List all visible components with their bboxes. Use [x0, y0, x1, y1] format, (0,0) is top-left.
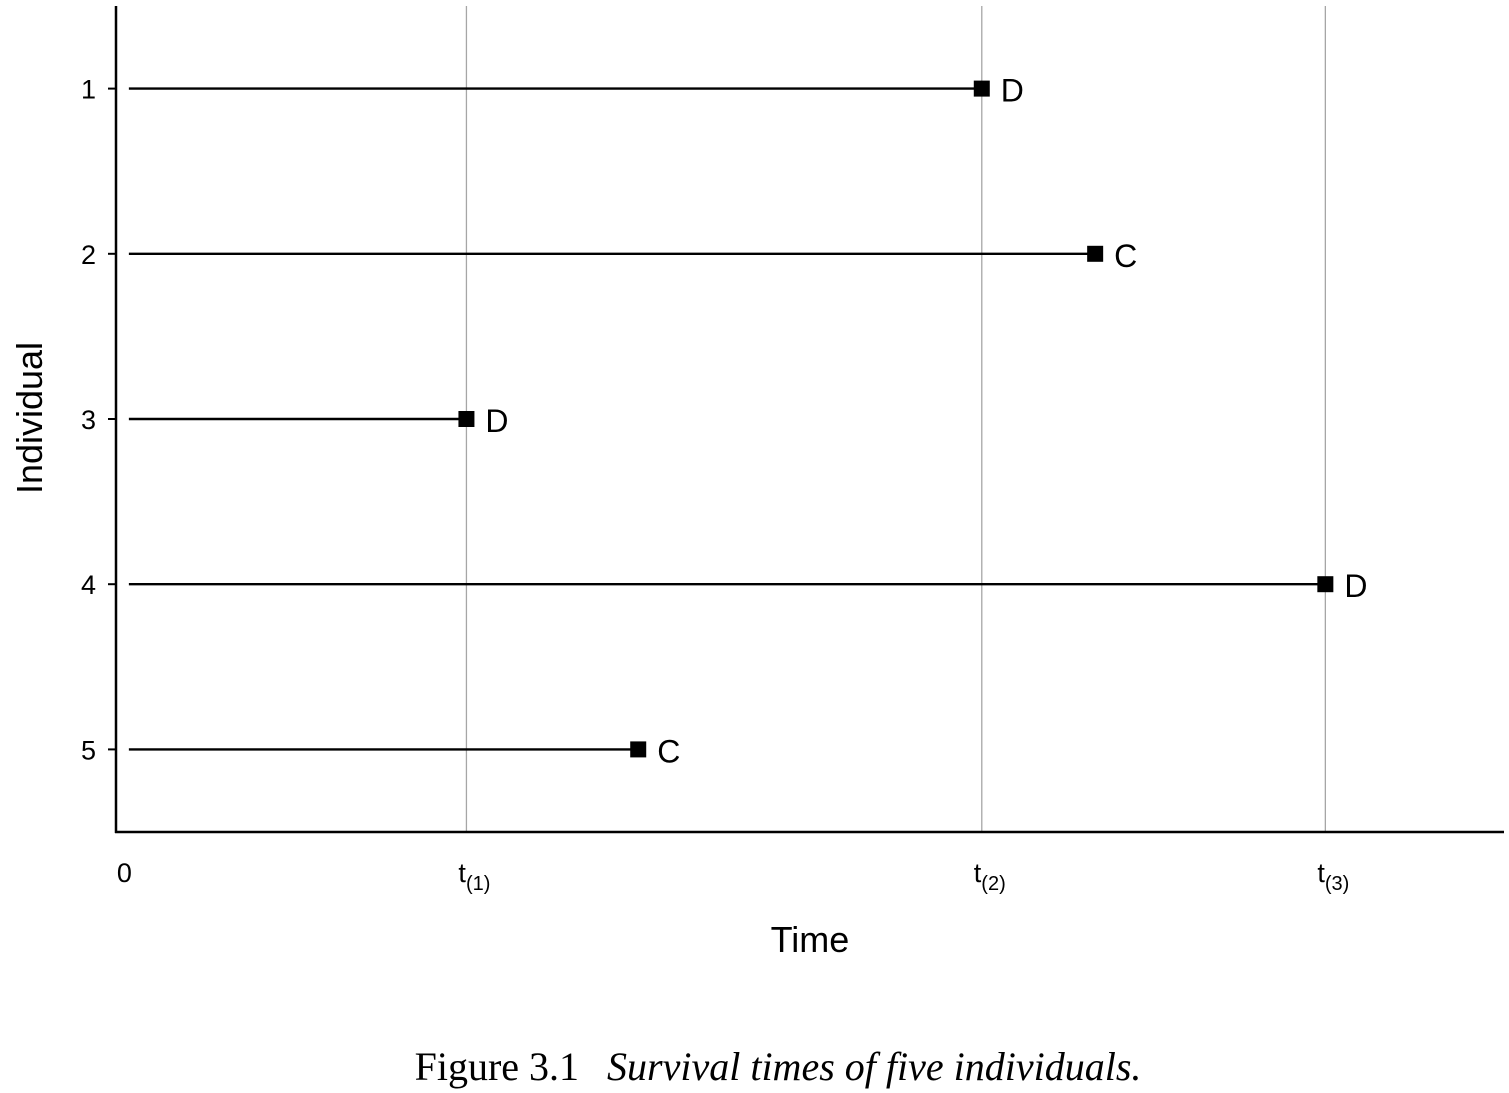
x-tick-label-3: t(3) [1317, 858, 1349, 895]
end-marker-1 [973, 80, 990, 97]
status-label-2: C [1114, 238, 1137, 274]
x-tick-label-0: 0 [117, 858, 132, 888]
status-label-1: D [1001, 73, 1024, 109]
figure-label: Figure 3.1 [415, 1044, 579, 1089]
end-marker-5 [630, 741, 647, 758]
survival-lines: D C D D C [128, 73, 1367, 769]
status-label-3: D [485, 403, 508, 439]
axes [108, 6, 1504, 834]
grid-lines [465, 6, 1326, 832]
end-marker-2 [1087, 245, 1104, 262]
y-tick-label-4: 4 [81, 570, 96, 600]
y-tick-label-5: 5 [81, 735, 96, 765]
y-tick-label-3: 3 [81, 405, 96, 435]
y-tick-label-1: 1 [81, 75, 96, 105]
x-tick-label-1: t(1) [458, 858, 490, 895]
y-tick-label-2: 2 [81, 240, 96, 270]
tick-labels: 1 2 3 4 5 0 t(1) t(2) t(3) [81, 75, 1349, 895]
status-label-5: C [657, 733, 680, 769]
status-label-4: D [1344, 568, 1367, 604]
caption-text: Survival times of five individuals. [607, 1044, 1141, 1089]
x-axis-title: Time [771, 919, 850, 960]
end-marker-3 [458, 411, 475, 427]
figure-caption: Figure 3.1 Survival times of five individ… [415, 1044, 1142, 1089]
y-axis-title: Individual [9, 342, 50, 494]
end-marker-4 [1317, 576, 1334, 593]
x-tick-label-2: t(2) [974, 858, 1006, 895]
